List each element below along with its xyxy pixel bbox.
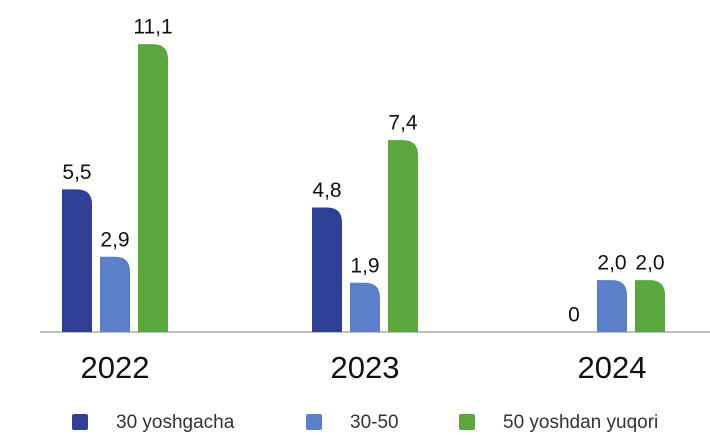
legend-swatch xyxy=(306,414,322,430)
value-label: 2,0 xyxy=(597,252,626,275)
bar xyxy=(138,44,168,332)
value-label: 7,4 xyxy=(388,112,418,135)
bar xyxy=(312,207,342,332)
x-tick-label: 2024 xyxy=(578,350,647,385)
bar xyxy=(388,140,418,332)
bar xyxy=(62,189,92,332)
legend-label: 30-50 xyxy=(350,412,399,433)
legend-swatch xyxy=(459,414,475,430)
bar xyxy=(597,280,627,332)
value-label: 2,9 xyxy=(100,228,129,251)
x-tick-label: 2023 xyxy=(331,350,400,385)
legend-label: 50 yoshdan yuqori xyxy=(503,412,658,433)
value-label: 11,1 xyxy=(133,16,172,39)
bar xyxy=(635,280,665,332)
value-label: 2,0 xyxy=(635,252,664,275)
bar xyxy=(100,256,130,332)
x-tick-label: 2022 xyxy=(81,350,150,385)
legend-label: 30 yoshgacha xyxy=(116,412,235,433)
bar xyxy=(350,282,380,332)
legend-swatch xyxy=(72,414,88,430)
value-label: 5,5 xyxy=(62,161,91,184)
value-label: 0 xyxy=(568,304,580,327)
value-label: 1,9 xyxy=(350,254,379,277)
value-label: 4,8 xyxy=(312,179,341,202)
